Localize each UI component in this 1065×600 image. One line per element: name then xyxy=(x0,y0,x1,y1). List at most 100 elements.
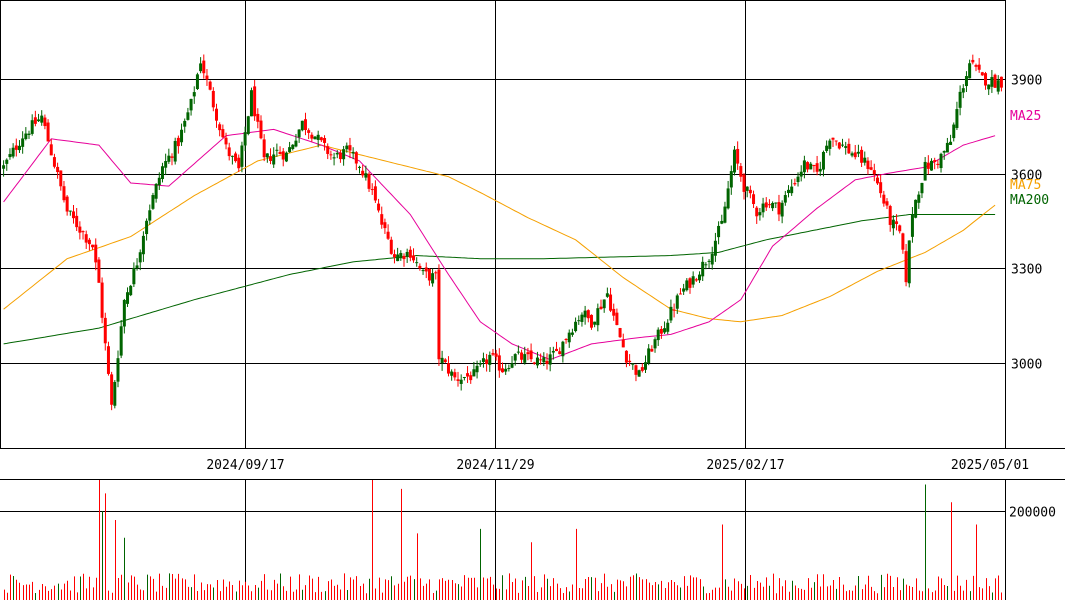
ma25-legend-label: MA25 xyxy=(1010,109,1041,124)
candle-body xyxy=(253,86,257,117)
ma200-line xyxy=(3,214,996,345)
candle-body xyxy=(837,142,841,149)
candle-body xyxy=(659,328,663,334)
candle-body xyxy=(145,220,149,235)
candle-body xyxy=(424,267,428,272)
candle-body xyxy=(850,153,854,156)
candle-body xyxy=(49,144,53,156)
candle-body xyxy=(618,328,622,338)
candle-body xyxy=(272,154,276,165)
candle-body xyxy=(485,359,489,365)
candle-body xyxy=(396,254,400,262)
candle-body xyxy=(405,251,409,257)
candle-body xyxy=(348,145,352,151)
candle-body xyxy=(685,280,689,291)
candle-body xyxy=(891,219,895,229)
candle-body xyxy=(427,268,431,281)
candle-body xyxy=(246,116,250,135)
candle-body xyxy=(729,171,733,188)
candle-body xyxy=(497,355,501,371)
candle-body xyxy=(656,329,660,341)
volume-tick-label: 200000 xyxy=(1009,506,1056,521)
candle-body xyxy=(17,145,21,151)
candle-body xyxy=(319,137,323,141)
candle-body xyxy=(752,194,756,205)
candle-body xyxy=(94,244,98,263)
candle-body xyxy=(157,177,161,186)
candle-body xyxy=(2,165,6,169)
candle-body xyxy=(678,293,682,295)
candle-body xyxy=(383,222,387,229)
candle-body xyxy=(875,177,879,184)
candle-body xyxy=(141,235,145,255)
candle-body xyxy=(494,353,498,357)
candle-body xyxy=(866,160,870,169)
candle-body xyxy=(5,159,9,164)
candle-body xyxy=(122,300,126,327)
candle-body xyxy=(532,362,536,364)
candle-body xyxy=(195,74,199,90)
candle-body xyxy=(955,109,959,128)
candle-body xyxy=(939,153,943,169)
candle-body xyxy=(389,239,393,254)
candle-body xyxy=(650,348,654,352)
candle-body xyxy=(609,294,613,311)
candle-body xyxy=(284,152,288,162)
candle-body xyxy=(561,341,565,357)
candle-body xyxy=(380,214,384,225)
candle-body xyxy=(895,221,899,225)
candle-body xyxy=(106,346,110,374)
candle-body xyxy=(825,145,829,151)
candle-body xyxy=(545,360,549,364)
candle-body xyxy=(342,149,346,160)
candle-body xyxy=(551,350,555,353)
candle-body xyxy=(682,288,686,292)
candle-body xyxy=(364,173,368,178)
candle-body xyxy=(227,147,231,157)
candle-body xyxy=(828,140,832,149)
candle-body xyxy=(183,120,187,127)
candlestick-layer xyxy=(2,54,1003,411)
candle-body xyxy=(281,151,285,160)
candle-body xyxy=(802,160,806,173)
candle-body xyxy=(583,310,587,318)
candle-body xyxy=(841,144,845,146)
candle-body xyxy=(132,267,136,285)
candle-body xyxy=(774,202,778,204)
candle-body xyxy=(888,206,892,225)
candle-body xyxy=(624,350,628,363)
candle-body xyxy=(221,129,225,138)
candle-body xyxy=(237,157,241,169)
candle-body xyxy=(377,203,381,211)
candle-body xyxy=(386,231,390,239)
candle-body xyxy=(675,295,679,309)
candle-body xyxy=(885,201,889,206)
candle-body xyxy=(806,162,810,170)
candle-body xyxy=(87,239,91,245)
candle-body xyxy=(704,264,708,266)
candle-body xyxy=(307,130,311,133)
candle-body xyxy=(62,186,66,201)
candle-body xyxy=(24,133,28,140)
candle-body xyxy=(818,168,822,172)
candle-body xyxy=(542,357,546,363)
candle-body xyxy=(999,76,1003,88)
candle-body xyxy=(243,132,247,146)
ma200-legend-label: MA200 xyxy=(1010,193,1049,208)
candle-body xyxy=(634,365,638,375)
candle-body xyxy=(860,149,864,163)
candle-body xyxy=(52,157,56,167)
date-tick-label: 2024/11/29 xyxy=(456,458,534,473)
candle-body xyxy=(910,214,914,237)
candle-body xyxy=(164,161,168,168)
candle-body xyxy=(151,195,155,209)
candle-body xyxy=(205,75,209,80)
candle-body xyxy=(30,120,34,134)
candle-body xyxy=(558,351,562,355)
candle-body xyxy=(323,137,327,143)
candle-body xyxy=(644,362,647,370)
candle-body xyxy=(698,274,702,281)
candle-body xyxy=(148,210,152,221)
candle-body xyxy=(167,155,171,162)
candle-body xyxy=(291,144,295,150)
